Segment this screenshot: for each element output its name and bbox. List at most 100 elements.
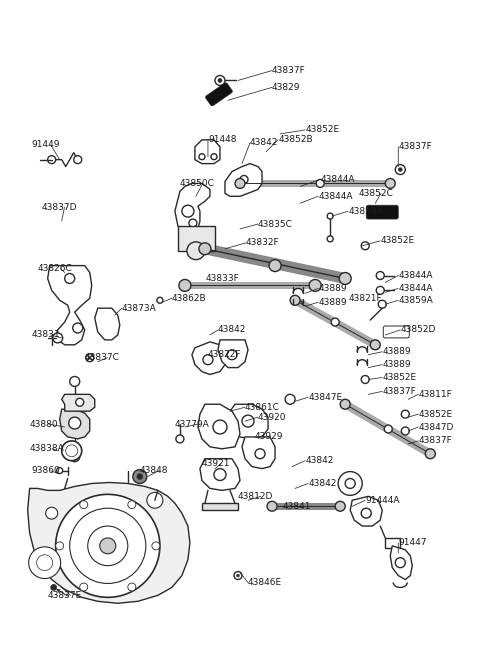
Text: 43859A: 43859A [348,206,383,215]
Circle shape [53,333,63,343]
Text: 43844A: 43844A [398,271,433,280]
Circle shape [88,526,128,566]
Circle shape [235,178,245,189]
FancyBboxPatch shape [366,205,398,219]
Circle shape [213,420,227,434]
Text: 43889: 43889 [382,347,411,356]
Circle shape [234,572,242,580]
Text: 93860: 93860 [32,466,60,475]
Circle shape [157,297,163,303]
Text: 43848: 43848 [140,466,168,475]
Text: 43812D: 43812D [238,492,274,501]
Circle shape [240,176,248,183]
Text: 91447: 91447 [398,538,427,548]
Text: 43929: 43929 [255,432,284,441]
Text: 43852E: 43852E [382,373,416,382]
Text: 43837F: 43837F [398,142,432,151]
Text: 43822F: 43822F [208,350,241,359]
Circle shape [187,242,205,259]
FancyBboxPatch shape [383,326,409,338]
Circle shape [378,300,386,309]
Polygon shape [225,164,262,196]
Text: 43837F: 43837F [272,66,306,75]
Circle shape [147,493,163,508]
Circle shape [176,435,184,443]
Text: 43850C: 43850C [180,179,215,188]
Text: 43837E: 43837E [48,591,82,600]
Text: 43852E: 43852E [418,409,453,419]
Circle shape [327,213,333,219]
Text: 43811F: 43811F [418,390,452,399]
Circle shape [80,500,88,509]
Polygon shape [195,140,220,164]
Circle shape [361,508,371,518]
Polygon shape [95,309,120,340]
Text: 43852C: 43852C [358,189,393,198]
Circle shape [331,318,339,326]
Circle shape [361,242,369,250]
Text: 43880: 43880 [30,420,58,428]
Text: 43837F: 43837F [418,436,452,445]
Circle shape [182,205,194,217]
Circle shape [56,495,160,597]
Circle shape [340,400,350,409]
Text: 43837D: 43837D [42,202,77,212]
Circle shape [203,355,213,365]
Circle shape [128,583,136,591]
Polygon shape [60,409,90,439]
Circle shape [128,500,136,509]
Circle shape [215,75,225,85]
Text: 43842: 43842 [218,326,246,335]
Circle shape [70,508,146,584]
Circle shape [339,272,351,284]
Circle shape [189,219,197,227]
Circle shape [36,555,53,571]
Text: 43889: 43889 [318,298,347,307]
Circle shape [401,410,409,418]
Text: 43889: 43889 [318,284,347,293]
Polygon shape [228,404,268,439]
Circle shape [56,542,64,550]
Circle shape [335,501,345,511]
Circle shape [70,377,80,386]
Circle shape [361,375,369,383]
Circle shape [133,470,147,483]
Circle shape [86,354,94,362]
Text: 91449: 91449 [32,140,60,149]
Text: 43842: 43842 [305,456,334,465]
Circle shape [179,280,191,291]
Circle shape [255,449,265,458]
Circle shape [345,479,355,489]
FancyBboxPatch shape [205,83,232,106]
Polygon shape [218,340,248,367]
Circle shape [70,452,80,462]
Polygon shape [198,404,240,449]
Text: 43829: 43829 [272,83,300,92]
Text: 43873A: 43873A [122,304,156,312]
Circle shape [62,441,82,460]
Text: 43852E: 43852E [305,126,339,134]
Polygon shape [242,437,275,468]
Circle shape [376,286,384,294]
Text: 43862B: 43862B [172,294,206,303]
Text: 43826C: 43826C [37,264,72,273]
Text: 43842: 43842 [308,479,336,488]
Circle shape [395,557,405,568]
Circle shape [214,468,226,481]
Text: 43852D: 43852D [400,326,436,335]
Circle shape [137,474,143,479]
Text: 43861C: 43861C [245,403,280,412]
Text: 43889: 43889 [382,360,411,369]
Text: 43779A: 43779A [175,420,210,428]
Circle shape [211,154,217,160]
Text: 43837F: 43837F [382,387,416,396]
Circle shape [72,323,83,333]
Circle shape [69,417,81,429]
Text: 43832F: 43832F [246,238,280,248]
Circle shape [51,584,57,590]
Circle shape [401,427,409,435]
Text: 43852E: 43852E [380,236,414,246]
Circle shape [65,274,75,284]
Text: 43844A: 43844A [320,175,355,184]
Circle shape [269,259,281,272]
